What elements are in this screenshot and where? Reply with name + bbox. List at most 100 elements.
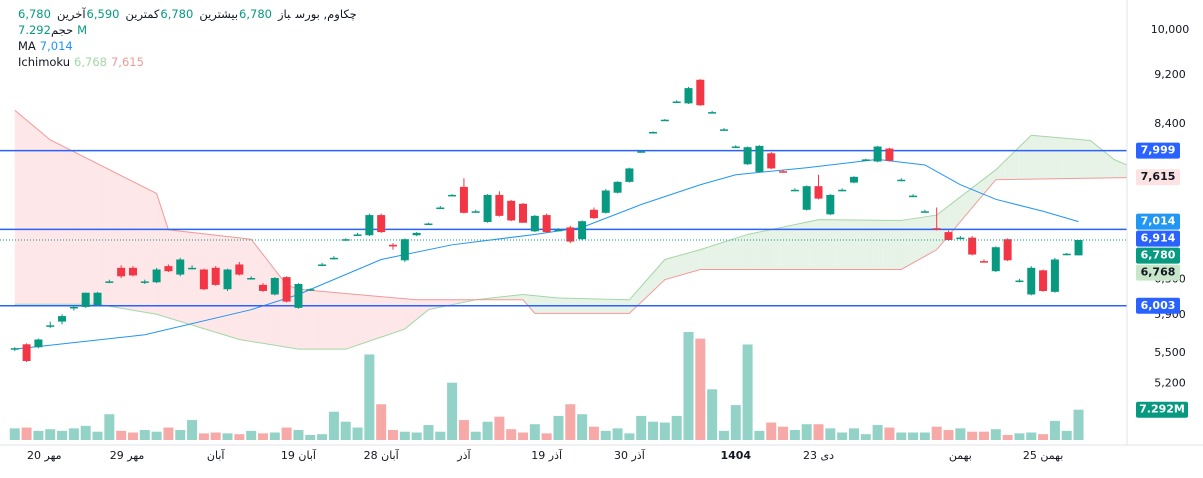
volume-bar <box>376 404 387 440</box>
x-tick-label: 20 مهر <box>27 449 62 462</box>
cloud-fill <box>1113 159 1117 178</box>
ichimoku-span-a <box>14 134 1127 350</box>
candle-body <box>176 259 185 275</box>
cloud-fill <box>109 169 113 307</box>
cloud-fill <box>877 220 881 270</box>
cloud-fill <box>951 201 955 233</box>
cloud-fill <box>390 297 394 335</box>
cloud-fill <box>983 176 987 194</box>
cloud-fill <box>138 184 142 312</box>
cloud-fill <box>744 234 748 270</box>
cloud-fill <box>939 210 943 247</box>
x-tick-label: آذر <box>456 448 471 462</box>
candle-body <box>105 281 114 283</box>
volume-bar <box>707 389 718 440</box>
candle-body <box>412 232 421 236</box>
volume-bar <box>754 430 765 440</box>
cloud-fill <box>856 220 860 270</box>
cloud-fill <box>416 299 420 320</box>
candle-body <box>731 146 740 149</box>
cloud-fill <box>91 160 95 305</box>
cloud-fill <box>786 225 789 270</box>
cloud-fill <box>972 185 976 208</box>
volume-bar <box>305 435 316 440</box>
cloud-fill <box>310 290 314 350</box>
cloud-fill <box>531 295 535 314</box>
cloud-fill <box>384 296 388 337</box>
cloud-fill <box>195 232 198 327</box>
cloud-fill <box>505 296 509 300</box>
cloud-fill <box>254 243 258 343</box>
cloud-fill <box>839 219 843 270</box>
cloud-fill <box>880 220 884 270</box>
cloud-fill <box>1025 138 1029 180</box>
cloud-fill <box>954 199 958 229</box>
cloud-fill <box>1122 163 1126 178</box>
cloud-fill <box>543 296 547 314</box>
cloud-fill <box>1066 138 1070 179</box>
price-label: 6,768 <box>1141 266 1176 279</box>
volume-bar <box>458 420 469 440</box>
cloud-fill <box>189 232 193 326</box>
cloud-fill <box>916 217 919 262</box>
volume-bar <box>423 425 434 440</box>
cloud-fill <box>1111 157 1114 178</box>
volume-bar <box>801 424 812 440</box>
cloud-fill <box>735 237 739 270</box>
cloud-fill <box>124 177 128 310</box>
cloud-fill <box>523 294 526 304</box>
cloud-fill <box>449 299 453 306</box>
cloud-fill <box>777 227 781 270</box>
x-tick-label: 1404 <box>720 449 751 462</box>
plot <box>0 79 1132 440</box>
cloud-fill <box>127 178 131 310</box>
candle-body <box>459 186 468 213</box>
cloud-fill <box>520 294 524 300</box>
cloud-fill <box>94 162 98 305</box>
volume-bar <box>33 430 44 440</box>
cloud-fill <box>750 233 754 270</box>
volume-bar <box>435 431 446 440</box>
cloud-fill <box>540 296 544 314</box>
cloud-fill <box>141 186 145 313</box>
cloud-fill <box>1013 149 1017 180</box>
cloud-fill <box>130 180 133 311</box>
cloud-fill <box>712 244 716 270</box>
candle-body <box>10 348 19 350</box>
cloud-fill <box>948 203 952 236</box>
candle-body <box>400 239 409 261</box>
candle-body <box>708 112 717 114</box>
candle-body <box>164 266 173 272</box>
cloud-fill <box>73 151 77 305</box>
ma-row: MA 7,014 <box>18 38 361 54</box>
cloud-fill <box>1129 166 1132 178</box>
volume-bar <box>92 431 103 440</box>
cloud-fill <box>667 257 671 279</box>
cloud-fill <box>933 215 937 252</box>
cloud-fill <box>892 220 896 270</box>
volume-bar <box>364 354 375 440</box>
cloud-fill <box>700 248 704 270</box>
cloud-fill <box>827 219 831 270</box>
cloud-fill <box>812 220 816 270</box>
volume-bar <box>1014 433 1025 440</box>
ohlc-label: آخرین <box>56 7 86 21</box>
volume-bar <box>447 382 458 440</box>
volume-bar <box>718 430 729 440</box>
cloud-fill <box>262 254 266 344</box>
legend: چکاوم, بورسباز6,780بیشترین6,780کمترین6,5… <box>18 6 361 70</box>
candle-body <box>507 200 516 221</box>
cloud-fill <box>868 220 872 270</box>
candle-body <box>1027 267 1036 295</box>
cloud-fill <box>395 297 399 333</box>
volume-bar <box>813 424 824 440</box>
cloud-fill <box>874 220 878 270</box>
cloud-fill <box>732 238 736 270</box>
cloud-fill <box>325 291 328 350</box>
volume-bar <box>246 430 257 440</box>
volume-bar <box>789 430 800 440</box>
candle-body <box>838 189 847 192</box>
volume-bar <box>860 434 871 440</box>
